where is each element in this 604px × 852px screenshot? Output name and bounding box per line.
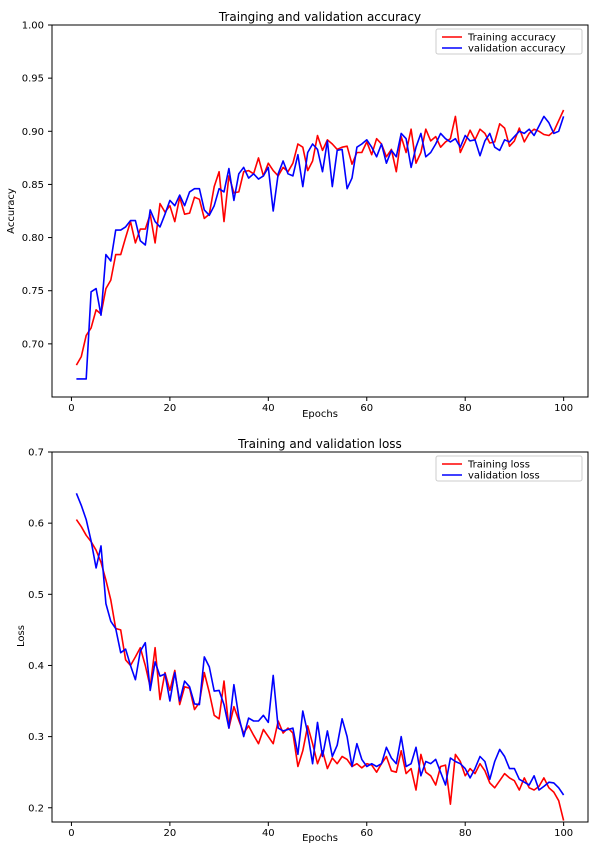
accuracy-y-tick-label: 0.95	[22, 74, 44, 85]
loss-x-tick-label: 0	[68, 828, 74, 839]
accuracy-y-tick-label: 1.00	[22, 21, 44, 32]
loss-chart-title: Training and validation loss	[237, 437, 402, 451]
accuracy-axes-frame	[51, 24, 589, 398]
accuracy-x-axis-label: Epochs	[302, 409, 338, 420]
loss-legend-label-0: Training loss	[467, 460, 530, 471]
accuracy-x-tick-label: 100	[554, 403, 573, 414]
loss-x-tick-label: 20	[164, 828, 177, 839]
accuracy-series-line-1	[76, 115, 565, 380]
loss-y-tick-label: 0.4	[28, 661, 44, 672]
loss-legend-box	[435, 455, 583, 482]
loss-x-tick-label: 40	[262, 828, 275, 839]
accuracy-legend-label-1: validation accuracy	[468, 44, 566, 55]
loss-series-line-0	[75, 519, 565, 821]
accuracy-x-tick-label: 20	[164, 403, 177, 414]
loss-y-tick-label: 0.5	[28, 590, 44, 601]
loss-y-axis-label: Loss	[16, 625, 27, 647]
accuracy-plot-area: 0 20 40 60 80 100 0.70 0.75 0.80 0.85 0.90 0.95 1.00…	[22, 21, 589, 414]
loss-legend-label-1: validation loss	[468, 471, 540, 482]
loss-series-line-1	[75, 492, 565, 796]
accuracy-y-tick-label: 0.70	[22, 339, 44, 350]
loss-x-axis-label: Epochs	[302, 833, 338, 844]
accuracy-legend-label-0: Training accuracy	[467, 33, 556, 44]
accuracy-x-tick-label: 60	[360, 403, 373, 414]
loss-x-tick-label: 100	[554, 828, 573, 839]
accuracy-chart: Trainging and validation accuracy 0 20 40 6…	[6, 10, 589, 420]
accuracy-x-tick-label: 80	[459, 403, 472, 414]
loss-y-tick-label: 0.7	[28, 448, 44, 459]
accuracy-y-tick-label: 0.85	[22, 180, 44, 191]
accuracy-x-tick-label: 0	[68, 403, 74, 414]
loss-x-tick-label: 60	[360, 828, 373, 839]
loss-x-tick-label: 80	[459, 828, 472, 839]
loss-plot-area: 0 20 40 60 80 100 0.2 0.3 0.4 0.5 0.6 0.7 Training l…	[28, 448, 589, 839]
accuracy-y-axis-label: Accuracy	[6, 188, 17, 234]
loss-y-tick-label: 0.6	[28, 519, 44, 530]
loss-y-tick-label: 0.2	[28, 803, 44, 814]
accuracy-y-tick-label: 0.75	[22, 286, 44, 297]
loss-axes-frame	[51, 451, 589, 823]
loss-chart: Training and validation loss 0 20 40 60 80 10…	[16, 437, 589, 844]
accuracy-chart-title: Trainging and validation accuracy	[218, 10, 421, 24]
accuracy-y-tick-label: 0.80	[22, 233, 44, 244]
accuracy-legend-box	[435, 28, 583, 55]
accuracy-x-tick-label: 40	[262, 403, 275, 414]
accuracy-y-tick-label: 0.90	[22, 127, 44, 138]
loss-y-tick-label: 0.3	[28, 732, 44, 743]
